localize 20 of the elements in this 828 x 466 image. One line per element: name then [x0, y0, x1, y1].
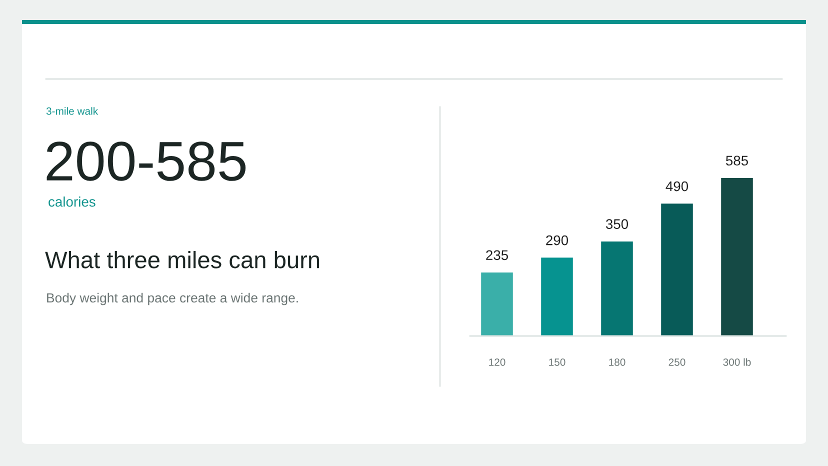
text: What three miles can burn — [45, 250, 320, 268]
bar — [541, 258, 573, 336]
text: Body weight and pace create a wide range. — [47, 292, 298, 306]
text: calories — [48, 196, 96, 207]
bar — [481, 272, 513, 336]
data-label: 585 — [726, 156, 748, 166]
data-label: 490 — [666, 181, 688, 192]
x-tick-label: 300 lb — [723, 358, 751, 366]
bar — [601, 241, 633, 336]
x-tick-label: 250 — [668, 358, 686, 366]
data-label: 350 — [606, 219, 628, 230]
x-tick-label: 150 — [549, 358, 566, 366]
x-tick-label: 120 — [489, 358, 506, 366]
bar — [721, 178, 753, 336]
data-label: 290 — [546, 235, 568, 246]
bar — [661, 204, 693, 336]
text: 3-mile walk — [46, 107, 98, 115]
data-label: 235 — [486, 250, 508, 260]
x-tick-label: 180 — [609, 358, 626, 366]
text: 200-585 — [46, 142, 246, 181]
